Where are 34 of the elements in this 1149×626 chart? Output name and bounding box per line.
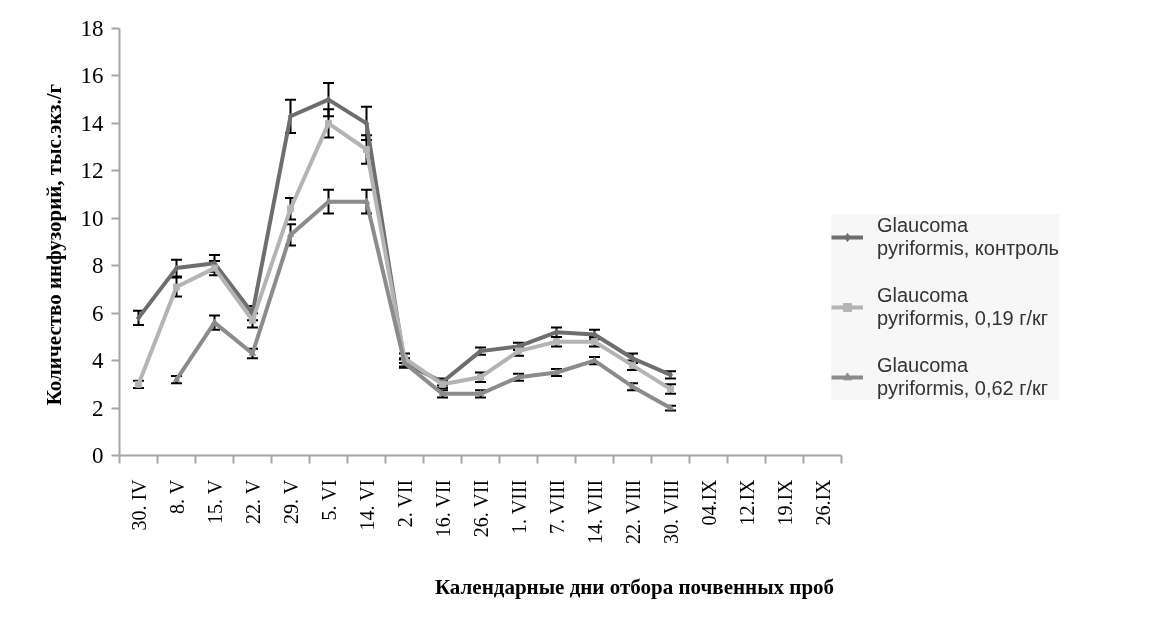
y-tick-label: 2 (92, 395, 104, 421)
x-tick-label: 26.IX (811, 478, 834, 526)
y-tick-label: 12 (80, 158, 104, 184)
y-tick-label: 16 (80, 63, 104, 89)
x-tick-label: 1. VIII (507, 479, 530, 534)
x-tick-label: 30. IV (127, 478, 150, 531)
y-tick-label: 6 (92, 300, 104, 326)
x-tick-label: 12.IX (735, 478, 758, 526)
x-tick-label: 22. V (241, 479, 264, 524)
legend-label: Glaucoma pyriformis, контроль (877, 214, 1059, 260)
x-tick-label: 15. V (203, 479, 226, 524)
legend-label: Glaucoma pyriformis, 0,19 г/кг (877, 284, 1049, 330)
x-tick-label: 8. V (165, 479, 188, 514)
x-tick-label: 14. VIII (583, 479, 606, 544)
x-tick-label: 30. VIII (659, 479, 682, 544)
y-tick-label: 10 (80, 205, 104, 231)
x-tick-label: 29. V (279, 479, 302, 524)
x-tick-label: 04.IX (697, 478, 720, 526)
x-tick-label: 19.IX (773, 478, 796, 526)
x-tick-label: 26. VII (469, 479, 492, 538)
x-tick-label: 2. VII (393, 479, 416, 528)
y-tick-label: 0 (92, 443, 104, 468)
x-axis-title: Календарные дни отбора почвенных проб (434, 574, 835, 599)
y-tick-label: 4 (92, 348, 104, 374)
x-tick-label: 16. VII (431, 479, 454, 538)
y-axis-title: Количество инфузорий, тыс.экз./г (41, 83, 66, 406)
x-tick-label: 22. VIII (621, 479, 644, 544)
x-tick-label: 14. VI (355, 479, 378, 531)
y-tick-label: 18 (80, 16, 104, 41)
y-tick-label: 14 (80, 110, 104, 136)
legend-label: Glaucoma pyriformis, 0,62 г/кг (877, 354, 1049, 400)
x-tick-label: 7. VIII (545, 479, 568, 534)
x-tick-label: 5. VI (317, 479, 340, 521)
y-tick-label: 8 (92, 253, 104, 279)
